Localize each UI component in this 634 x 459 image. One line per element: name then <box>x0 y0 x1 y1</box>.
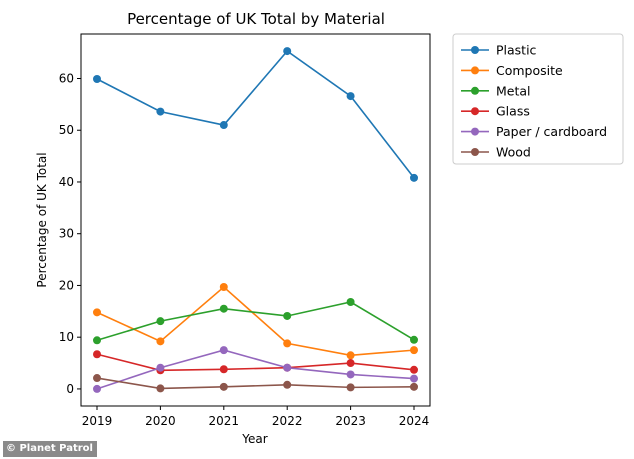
legend-item-wood: Wood <box>461 145 531 160</box>
data-point-metal <box>410 335 418 344</box>
plot-area <box>80 33 431 407</box>
series-composite <box>93 283 418 360</box>
legend-label: Glass <box>496 104 530 119</box>
data-point-composite <box>219 283 228 292</box>
legend-marker <box>471 46 479 54</box>
data-point-paper-cardboard <box>346 370 355 379</box>
data-point-wood <box>219 382 228 391</box>
data-point-plastic <box>346 92 355 101</box>
x-tick-label: 2022 <box>272 414 303 428</box>
credit-watermark: © Planet Patrol <box>3 441 97 457</box>
legend-label: Wood <box>496 145 531 160</box>
legend-item-composite: Composite <box>461 63 563 78</box>
x-axis-label: Year <box>241 432 267 446</box>
y-tick-label: 30 <box>59 227 74 241</box>
legend-marker <box>471 86 479 95</box>
legend-label: Composite <box>496 63 563 78</box>
data-point-plastic <box>219 121 228 130</box>
data-point-glass <box>346 359 355 368</box>
data-point-wood <box>156 384 165 393</box>
series-line-paper-cardboard <box>96 349 415 390</box>
series-line-glass <box>96 353 415 372</box>
data-point-composite <box>93 308 101 317</box>
x-tick-label: 2019 <box>82 414 113 428</box>
data-point-metal <box>346 298 355 307</box>
series-line-metal <box>96 301 415 342</box>
legend-marker <box>471 127 479 136</box>
data-point-plastic <box>156 107 165 116</box>
legend: Plastic Composite Metal Glass Paper / cardbo… <box>452 33 624 165</box>
data-point-metal <box>219 304 228 313</box>
legend-item-glass: Glass <box>461 104 530 119</box>
legend-label: Plastic <box>496 43 537 58</box>
data-point-composite <box>283 339 292 348</box>
data-point-glass <box>410 365 418 374</box>
data-point-metal <box>156 317 165 326</box>
y-tick-label: 40 <box>59 175 74 189</box>
x-tick-label: 2021 <box>209 414 240 428</box>
data-point-composite <box>410 346 418 355</box>
legend-marker <box>471 148 479 156</box>
legend-label: Metal <box>496 83 531 98</box>
data-point-glass <box>93 350 101 359</box>
data-point-wood <box>346 383 355 392</box>
x-tick-label: 2020 <box>145 414 176 428</box>
legend-marker <box>471 66 479 75</box>
series-paper-cardboard <box>93 346 418 393</box>
y-tick-label: 10 <box>59 330 74 344</box>
series-line-composite <box>96 285 415 357</box>
legend-item-plastic: Plastic <box>461 43 537 58</box>
data-point-glass <box>219 365 228 374</box>
y-tick-label: 50 <box>59 123 74 137</box>
legend-marker <box>471 107 479 116</box>
legend-item-metal: Metal <box>461 83 531 98</box>
y-tick-label: 20 <box>59 278 74 292</box>
x-axis: 2019 2020 2021 2022 2023 2024 <box>82 406 430 428</box>
data-point-metal <box>93 336 101 345</box>
series-wood <box>93 374 418 393</box>
data-point-composite <box>346 351 355 360</box>
y-axis: 0 10 20 30 40 50 60 <box>59 71 81 396</box>
series-plastic <box>93 47 418 182</box>
legend-label: Paper / cardboard <box>496 124 607 139</box>
data-point-wood <box>93 374 101 383</box>
data-point-paper-cardboard <box>93 384 101 393</box>
x-tick-label: 2024 <box>399 414 430 428</box>
series-line-wood <box>96 377 415 390</box>
data-point-paper-cardboard <box>283 363 292 372</box>
data-point-wood <box>410 382 418 391</box>
x-tick-label: 2023 <box>335 414 366 428</box>
y-tick-label: 0 <box>66 382 74 396</box>
series-layer <box>93 47 418 393</box>
y-axis-label: Percentage of UK Total <box>35 152 49 287</box>
data-point-plastic <box>283 47 292 56</box>
data-point-paper-cardboard <box>410 374 418 383</box>
data-point-plastic <box>410 173 418 182</box>
y-tick-label: 60 <box>59 71 74 85</box>
data-point-composite <box>156 337 165 346</box>
chart-title: Percentage of UK Total by Material <box>127 10 385 28</box>
legend-item-paper-cardboard: Paper / cardboard <box>461 124 607 139</box>
series-metal <box>93 298 418 345</box>
data-point-paper-cardboard <box>219 346 228 355</box>
legend-frame <box>452 33 624 165</box>
data-point-metal <box>283 311 292 320</box>
data-point-paper-cardboard <box>156 363 165 372</box>
data-point-wood <box>283 380 292 389</box>
data-point-plastic <box>93 75 101 84</box>
series-line-plastic <box>96 49 415 179</box>
